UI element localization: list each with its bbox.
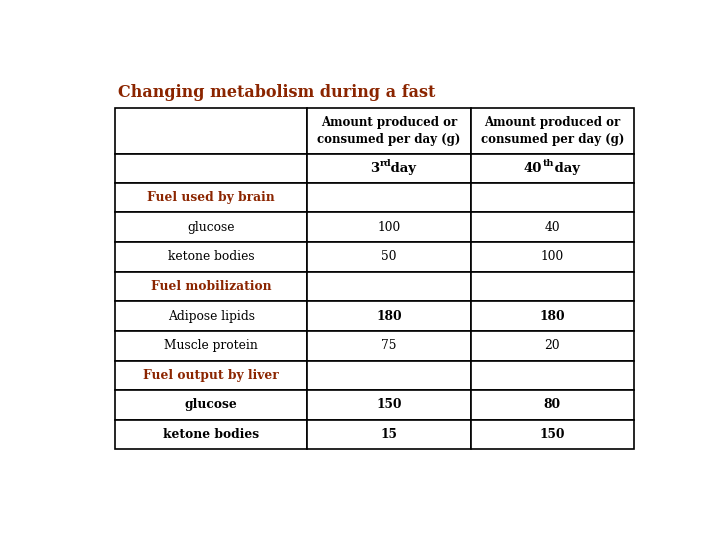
- Bar: [307, 361, 471, 390]
- Text: th: th: [543, 159, 554, 168]
- Bar: [307, 183, 471, 212]
- Bar: [115, 420, 307, 449]
- Text: day: day: [386, 162, 416, 175]
- Text: day: day: [549, 162, 580, 175]
- Bar: [307, 420, 471, 449]
- Text: ketone bodies: ketone bodies: [163, 428, 259, 441]
- Bar: [115, 272, 307, 301]
- Bar: [115, 242, 307, 272]
- Bar: [307, 390, 471, 420]
- Text: Fuel used by brain: Fuel used by brain: [147, 191, 275, 204]
- Text: 40: 40: [524, 162, 542, 175]
- Text: Fuel mobilization: Fuel mobilization: [150, 280, 271, 293]
- Bar: [471, 390, 634, 420]
- Text: Fuel output by liver: Fuel output by liver: [143, 369, 279, 382]
- Text: Adipose lipids: Adipose lipids: [168, 309, 255, 322]
- Text: 80: 80: [544, 399, 561, 411]
- Text: 100: 100: [541, 251, 564, 264]
- Text: Muscle protein: Muscle protein: [164, 339, 258, 352]
- Bar: [471, 361, 634, 390]
- Bar: [115, 183, 307, 212]
- Bar: [471, 420, 634, 449]
- Bar: [471, 331, 634, 361]
- Text: Amount produced or
consumed per day (g): Amount produced or consumed per day (g): [481, 117, 624, 146]
- Text: 15: 15: [380, 428, 397, 441]
- Bar: [307, 154, 471, 183]
- Bar: [307, 301, 471, 331]
- Text: 3: 3: [369, 162, 379, 175]
- Text: 50: 50: [381, 251, 397, 264]
- Text: 180: 180: [539, 309, 565, 322]
- Text: 75: 75: [381, 339, 397, 352]
- Bar: [471, 212, 634, 242]
- Bar: [307, 272, 471, 301]
- Text: rd: rd: [379, 159, 391, 168]
- Bar: [115, 390, 307, 420]
- Bar: [471, 242, 634, 272]
- Bar: [471, 109, 634, 154]
- Bar: [471, 183, 634, 212]
- Bar: [471, 154, 634, 183]
- Bar: [471, 301, 634, 331]
- Text: 20: 20: [544, 339, 560, 352]
- Bar: [115, 361, 307, 390]
- Bar: [115, 301, 307, 331]
- Text: Amount produced or
consumed per day (g): Amount produced or consumed per day (g): [318, 117, 461, 146]
- Text: glucose: glucose: [187, 221, 235, 234]
- Bar: [115, 212, 307, 242]
- Bar: [115, 331, 307, 361]
- Text: 100: 100: [377, 221, 400, 234]
- Text: glucose: glucose: [185, 399, 238, 411]
- Text: Changing metabolism during a fast: Changing metabolism during a fast: [118, 84, 436, 100]
- Bar: [307, 242, 471, 272]
- Bar: [307, 212, 471, 242]
- Text: 150: 150: [376, 399, 402, 411]
- Text: ketone bodies: ketone bodies: [168, 251, 254, 264]
- Bar: [471, 272, 634, 301]
- Bar: [307, 109, 471, 154]
- Text: 180: 180: [376, 309, 402, 322]
- Text: 150: 150: [539, 428, 565, 441]
- Bar: [115, 154, 307, 183]
- Text: 40: 40: [544, 221, 560, 234]
- Bar: [307, 331, 471, 361]
- Bar: [115, 109, 307, 154]
